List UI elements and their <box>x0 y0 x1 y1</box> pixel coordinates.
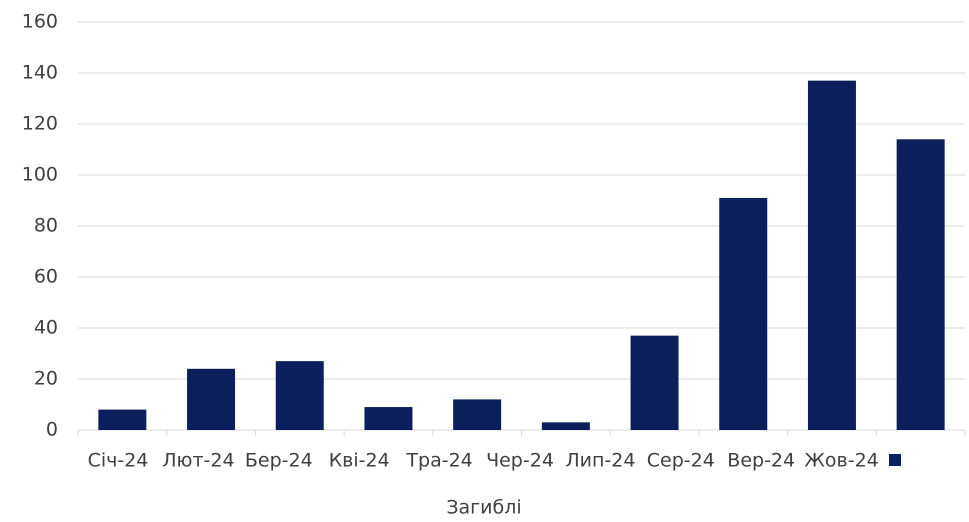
y-tick-label: 160 <box>22 11 58 33</box>
x-tick-label: Тра-24 <box>405 450 472 472</box>
y-tick-label: 120 <box>22 113 58 135</box>
y-tick-label: 80 <box>34 215 58 237</box>
x-tick-label: Чер-24 <box>486 450 554 472</box>
y-tick-label: 20 <box>34 368 58 390</box>
bar <box>807 80 856 431</box>
y-tick-label: 140 <box>22 62 58 84</box>
bar <box>896 139 945 431</box>
bar <box>187 368 236 430</box>
x-tick-label: Січ-24 <box>88 450 149 472</box>
legend-label: Загиблі <box>446 497 521 519</box>
x-tick-label: Вер-24 <box>727 450 795 472</box>
legend-swatch <box>889 454 901 466</box>
y-tick-label: 60 <box>34 266 58 288</box>
y-tick-label: 40 <box>34 317 58 339</box>
bar <box>541 422 590 430</box>
bar <box>364 407 413 430</box>
x-tick-label: Бер-24 <box>245 450 313 472</box>
y-tick-label: 0 <box>46 419 58 441</box>
bar <box>719 197 768 430</box>
bar <box>630 335 679 430</box>
bar <box>275 361 324 430</box>
x-tick-label: Сер-24 <box>647 450 715 472</box>
x-tick-label: Лют-24 <box>162 450 234 472</box>
x-tick-label: Лип-24 <box>565 450 635 472</box>
bar <box>453 399 502 430</box>
x-tick-label: Жов-24 <box>804 450 878 472</box>
bar <box>98 409 147 430</box>
x-tick-label: Кві-24 <box>329 450 390 472</box>
y-tick-label: 100 <box>22 164 58 186</box>
